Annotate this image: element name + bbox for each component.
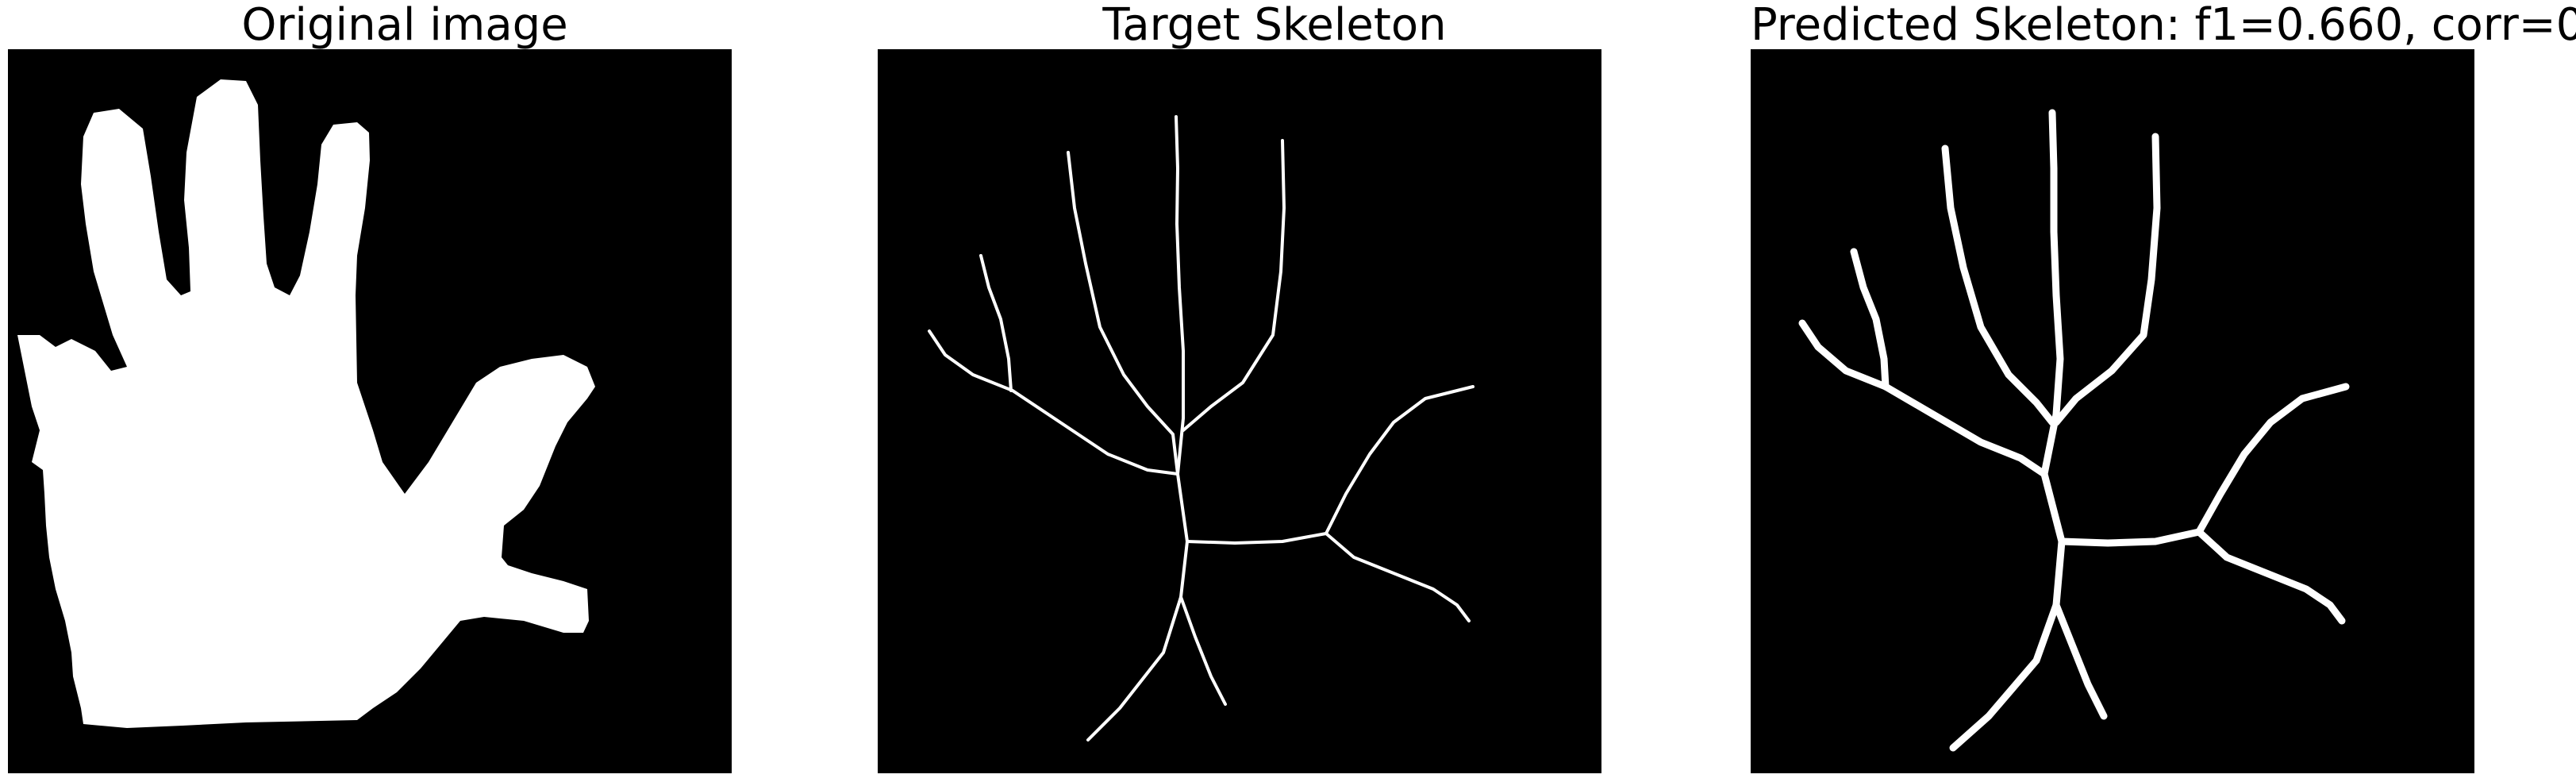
hand-silhouette [17, 79, 595, 728]
target-skeleton-image [878, 49, 1601, 773]
panel-original: Original image [8, 0, 802, 782]
panel-title-predicted: Predicted Skeleton: f1=0.660, corr=0.700 [1751, 0, 2576, 51]
panel-title-target: Target Skeleton [1102, 0, 1447, 51]
original-image [8, 49, 732, 773]
predicted-skeleton-image [1751, 49, 2474, 773]
thick-skeleton [1798, 109, 2350, 752]
panel-target: Target Skeleton [878, 0, 1671, 782]
panel-predicted: Predicted Skeleton: f1=0.660, corr=0.700 [1751, 0, 2576, 782]
panel-title-original: Original image [241, 0, 568, 51]
thin-skeleton [928, 115, 1474, 742]
